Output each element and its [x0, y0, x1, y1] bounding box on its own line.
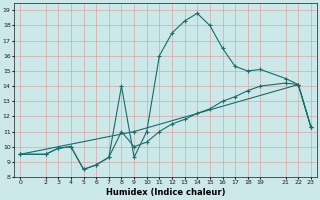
X-axis label: Humidex (Indice chaleur): Humidex (Indice chaleur): [106, 188, 225, 197]
